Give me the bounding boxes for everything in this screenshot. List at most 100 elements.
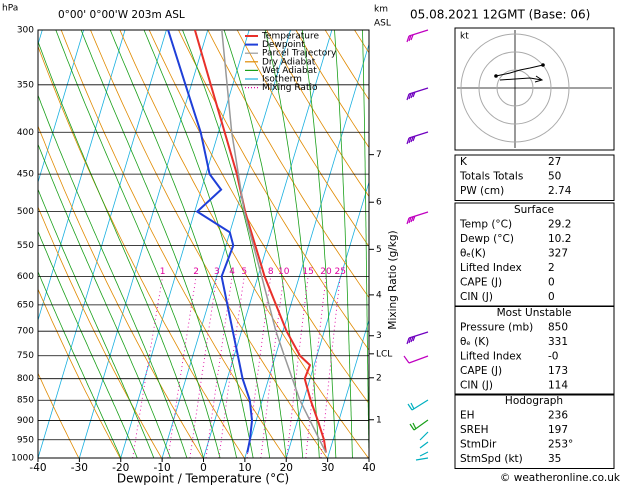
row-label: CIN (J)	[460, 291, 493, 303]
legend-label: Temperature	[261, 32, 319, 42]
mixing-ratio-label: 15	[302, 267, 313, 277]
asl-label: ASL	[374, 19, 391, 29]
row-value: 173	[548, 365, 568, 377]
km-tick-label: 1	[376, 415, 382, 425]
isotherm	[78, 30, 209, 458]
y-tick-label: 650	[17, 300, 34, 310]
row-label: Pressure (mb)	[460, 322, 533, 334]
row-value: 114	[548, 380, 568, 392]
x-tick-label: 20	[280, 462, 293, 474]
y-tick-label: 350	[17, 80, 34, 90]
mixing-ratio-line	[320, 276, 341, 458]
y-tick-label: 300	[17, 26, 34, 36]
mixing-ratio-axis-label: Mixing Ratio (g/kg)	[387, 230, 399, 329]
mixing-ratio-label: 25	[334, 267, 345, 277]
row-label: Temp (°C)	[459, 219, 512, 231]
row-value: 253°	[548, 439, 573, 451]
row-value: 0	[548, 291, 555, 303]
wind-barbs	[403, 29, 429, 461]
wet-adiabat	[182, 30, 287, 458]
km-tick-label: 4	[376, 290, 382, 300]
y-tick-label: 450	[17, 170, 34, 180]
y-tick-label: 550	[17, 241, 34, 251]
row-value: 50	[548, 171, 561, 183]
row-label: Lifted Index	[460, 351, 522, 363]
row-label: θₑ (K)	[460, 336, 489, 348]
mixing-ratio-label: 2	[193, 267, 199, 277]
row-label: CAPE (J)	[460, 277, 502, 289]
section-title: Hodograph	[505, 395, 563, 407]
mixing-ratio-label: 4	[229, 267, 235, 277]
legend-label: Mixing Ratio	[262, 83, 318, 93]
mixing-ratio-label: 10	[278, 267, 290, 277]
mixing-ratio-label: 5	[241, 267, 247, 277]
row-value: 2.74	[548, 185, 572, 197]
row-label: Lifted Index	[460, 262, 522, 274]
mixing-ratio-label: 1	[160, 267, 166, 277]
isotherm	[203, 30, 333, 458]
x-tick-label: 30	[321, 462, 334, 474]
dry-adiabat	[60, 30, 286, 458]
legend-label: Dry Adiabat	[262, 57, 316, 67]
isotherm	[38, 30, 167, 458]
date-label: 05.08.2021 12GMT (Base: 06)	[410, 8, 590, 22]
hodograph: kt	[454, 27, 615, 151]
row-label: Totals Totals	[459, 171, 523, 183]
x-axis-label: Dewpoint / Temperature (°C)	[117, 472, 289, 486]
indices-panel: K 27 Totals Totals 50 PW (cm) 2.74 SurfaceTemp…	[454, 154, 615, 469]
km-tick-label: 5	[376, 245, 382, 255]
row-label: K	[460, 156, 468, 168]
y-axis-unit: hPa	[2, 4, 18, 14]
x-tick-label: 0	[200, 462, 207, 474]
row-label: StmSpd (kt)	[460, 453, 523, 465]
y-tick-label: 700	[17, 327, 34, 337]
dry-adiabat	[266, 30, 369, 198]
row-label: StmDir	[460, 439, 497, 451]
table-box	[454, 154, 615, 201]
row-value: 2	[548, 262, 555, 274]
row-label: PW (cm)	[460, 185, 504, 197]
km-tick-label: 7	[376, 150, 382, 160]
y-tick-label: 600	[17, 272, 34, 282]
y-tick-label: 750	[17, 351, 34, 361]
wet-adiabat	[38, 94, 188, 458]
y-tick-label: 850	[17, 396, 34, 406]
y-tick-label: 400	[17, 128, 34, 138]
mixing-ratio-label: 20	[320, 267, 332, 277]
row-value: 27	[548, 156, 561, 168]
mixing-ratio-line	[286, 276, 309, 458]
y-tick-label: 1000	[11, 454, 34, 464]
profile-line	[193, 30, 327, 453]
legend-label: Isotherm	[262, 75, 302, 85]
x-tick-label: -10	[154, 462, 171, 474]
foreground: 1 2 3 4 5 8 10 15 20 2530035040045050055060065070…	[11, 26, 392, 475]
isotherm	[120, 30, 250, 458]
dry-adiabat	[38, 372, 80, 458]
table-box	[454, 393, 615, 469]
row-label: CAPE (J)	[460, 365, 502, 377]
km-tick-label: 2	[376, 373, 382, 383]
row-label: θₑ(K)	[460, 248, 486, 260]
table-box	[454, 305, 615, 396]
dry-adiabat	[38, 45, 245, 458]
legend-label: Wet Adiabat	[262, 66, 317, 76]
x-tick-label: -40	[29, 462, 46, 474]
row-label: EH	[460, 410, 475, 422]
x-tick-label: -20	[112, 462, 129, 474]
row-value: 197	[548, 424, 568, 436]
isotherm	[244, 42, 369, 458]
plot-frame	[37, 29, 370, 459]
mixing-ratio-label: 8	[268, 267, 274, 277]
profile-line	[167, 30, 254, 453]
row-label: Dewp (°C)	[460, 233, 514, 245]
wet-adiabat	[223, 30, 304, 458]
y-tick-label: 800	[17, 374, 34, 384]
wet-adiabat	[55, 30, 221, 458]
mixing-ratio-line	[305, 276, 327, 458]
row-label: SREH	[460, 424, 489, 436]
isotherm	[327, 318, 369, 458]
km-tick-label: 6	[376, 198, 382, 208]
row-label: CIN (J)	[460, 380, 493, 392]
